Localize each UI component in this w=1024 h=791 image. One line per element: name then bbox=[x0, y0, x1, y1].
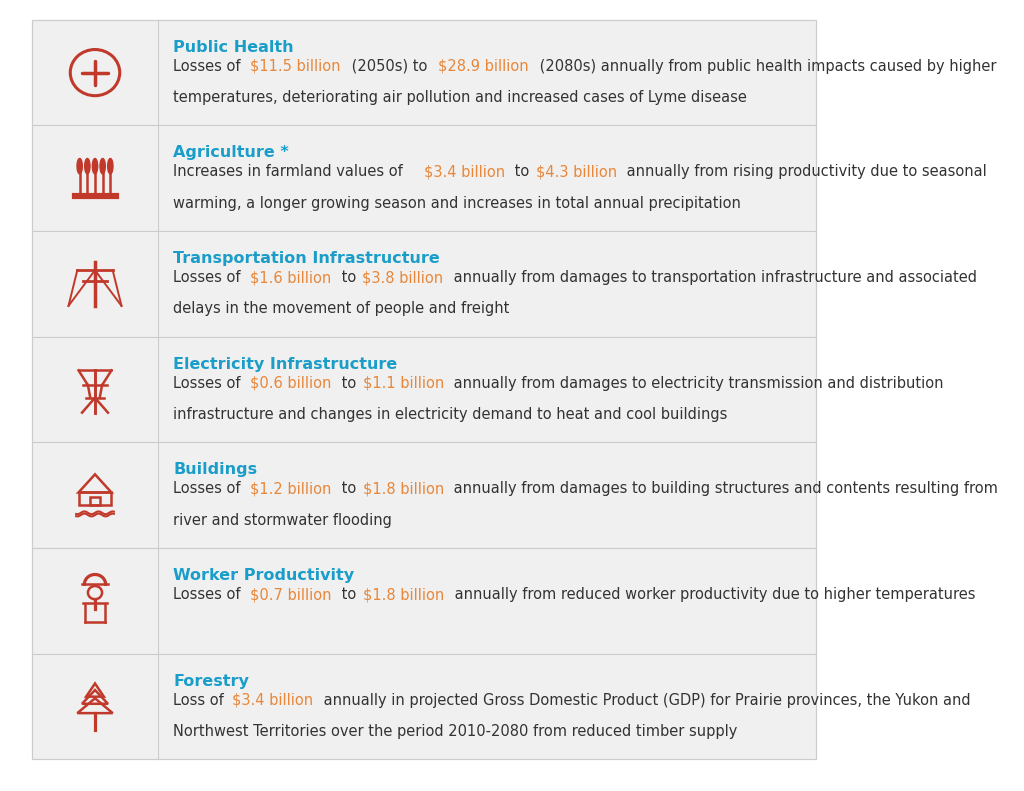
Text: (2080s) annually from public health impacts caused by higher: (2080s) annually from public health impa… bbox=[535, 59, 996, 74]
Text: $3.4 billion: $3.4 billion bbox=[232, 693, 313, 708]
Text: river and stormwater flooding: river and stormwater flooding bbox=[173, 513, 392, 528]
FancyBboxPatch shape bbox=[32, 126, 816, 231]
FancyBboxPatch shape bbox=[32, 337, 816, 442]
Text: Increases in farmland values of: Increases in farmland values of bbox=[173, 165, 408, 180]
Text: annually from rising productivity due to seasonal: annually from rising productivity due to… bbox=[623, 165, 987, 180]
Text: Agriculture *: Agriculture * bbox=[173, 146, 289, 161]
Text: $3.8 billion: $3.8 billion bbox=[362, 270, 443, 285]
Ellipse shape bbox=[92, 158, 97, 174]
Text: to: to bbox=[337, 482, 361, 497]
Text: $1.8 billion: $1.8 billion bbox=[362, 482, 443, 497]
FancyBboxPatch shape bbox=[32, 20, 816, 126]
Text: $1.1 billion: $1.1 billion bbox=[362, 376, 443, 391]
Text: annually in projected Gross Domestic Product (GDP) for Prairie provinces, the Yu: annually in projected Gross Domestic Pro… bbox=[318, 693, 971, 708]
Text: Forestry: Forestry bbox=[173, 674, 249, 689]
FancyBboxPatch shape bbox=[32, 548, 816, 653]
Text: Losses of: Losses of bbox=[173, 59, 245, 74]
Text: delays in the movement of people and freight: delays in the movement of people and fre… bbox=[173, 301, 509, 316]
Ellipse shape bbox=[77, 158, 82, 174]
Ellipse shape bbox=[85, 158, 90, 174]
Text: $28.9 billion: $28.9 billion bbox=[437, 59, 528, 74]
FancyBboxPatch shape bbox=[32, 653, 816, 759]
Text: Worker Productivity: Worker Productivity bbox=[173, 568, 354, 583]
Ellipse shape bbox=[108, 158, 113, 174]
Text: annually from reduced worker productivity due to higher temperatures: annually from reduced worker productivit… bbox=[450, 587, 975, 602]
Text: (2050s) to: (2050s) to bbox=[347, 59, 432, 74]
Text: annually from damages to building structures and contents resulting from: annually from damages to building struct… bbox=[450, 482, 998, 497]
FancyBboxPatch shape bbox=[32, 231, 816, 337]
Text: $4.3 billion: $4.3 billion bbox=[536, 165, 616, 180]
Text: Losses of: Losses of bbox=[173, 376, 245, 391]
Text: $1.6 billion: $1.6 billion bbox=[250, 270, 332, 285]
Text: Losses of: Losses of bbox=[173, 270, 245, 285]
Text: $3.4 billion: $3.4 billion bbox=[424, 165, 505, 180]
Text: infrastructure and changes in electricity demand to heat and cool buildings: infrastructure and changes in electricit… bbox=[173, 407, 727, 422]
Text: $0.6 billion: $0.6 billion bbox=[250, 376, 332, 391]
Text: Electricity Infrastructure: Electricity Infrastructure bbox=[173, 357, 397, 372]
Text: Northwest Territories over the period 2010-2080 from reduced timber supply: Northwest Territories over the period 20… bbox=[173, 724, 737, 739]
Text: Losses of: Losses of bbox=[173, 587, 245, 602]
Text: to: to bbox=[337, 376, 361, 391]
Text: to: to bbox=[510, 165, 535, 180]
Text: warming, a longer growing season and increases in total annual precipitation: warming, a longer growing season and inc… bbox=[173, 195, 741, 210]
Text: temperatures, deteriorating air pollution and increased cases of Lyme disease: temperatures, deteriorating air pollutio… bbox=[173, 90, 746, 105]
Text: annually from damages to electricity transmission and distribution: annually from damages to electricity tra… bbox=[450, 376, 944, 391]
Text: Losses of: Losses of bbox=[173, 482, 245, 497]
Text: Transportation Infrastructure: Transportation Infrastructure bbox=[173, 251, 439, 266]
Text: to: to bbox=[337, 270, 360, 285]
Text: $1.2 billion: $1.2 billion bbox=[250, 482, 332, 497]
Text: $0.7 billion: $0.7 billion bbox=[250, 587, 332, 602]
Text: to: to bbox=[337, 587, 361, 602]
Text: Loss of: Loss of bbox=[173, 693, 228, 708]
Text: Public Health: Public Health bbox=[173, 40, 294, 55]
Text: Buildings: Buildings bbox=[173, 463, 257, 477]
FancyBboxPatch shape bbox=[32, 442, 816, 548]
Text: $11.5 billion: $11.5 billion bbox=[250, 59, 341, 74]
Text: $1.8 billion: $1.8 billion bbox=[362, 587, 444, 602]
Ellipse shape bbox=[100, 158, 105, 174]
Text: annually from damages to transportation infrastructure and associated: annually from damages to transportation … bbox=[450, 270, 977, 285]
